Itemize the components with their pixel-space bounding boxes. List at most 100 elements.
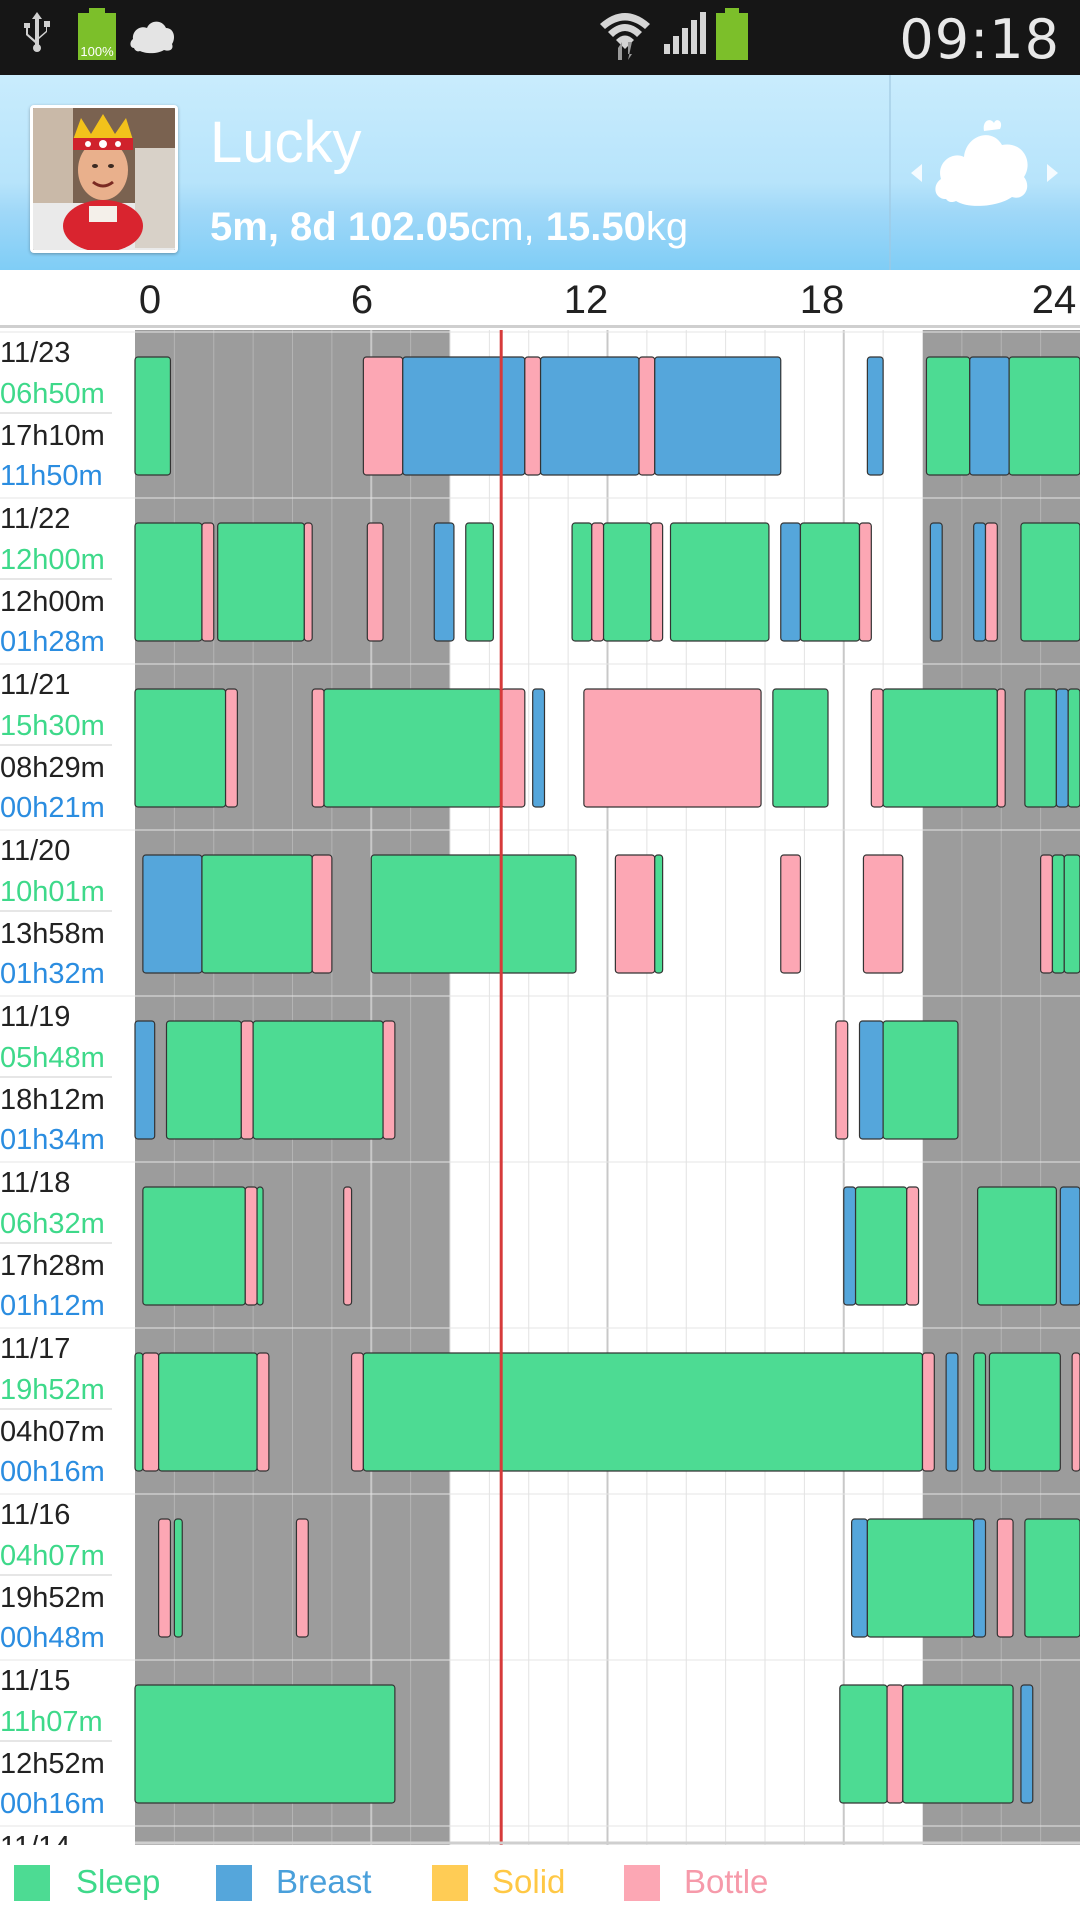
breast-bar-4-6 bbox=[858, 1020, 884, 1140]
bottle-bar-0-1 bbox=[362, 356, 404, 476]
sleep-bar-7-7 bbox=[1024, 1518, 1080, 1638]
sleep-bar-1-7 bbox=[571, 522, 593, 642]
usb-icon bbox=[24, 12, 50, 52]
cloud-mascot-icon[interactable] bbox=[932, 115, 1034, 215]
bottle-bar-2-4 bbox=[500, 688, 526, 808]
sleep-bar-6-8 bbox=[973, 1352, 987, 1472]
label-separator bbox=[0, 1242, 112, 1244]
breast-bar-2-5 bbox=[532, 688, 546, 808]
app-notification-icon bbox=[130, 21, 174, 54]
battery-icon bbox=[716, 8, 748, 60]
label-separator bbox=[0, 1740, 112, 1742]
label-separator bbox=[0, 1408, 112, 1410]
chevron-right-icon[interactable] bbox=[1045, 162, 1061, 184]
bottle-bar-1-4 bbox=[366, 522, 384, 642]
signal-icon bbox=[664, 12, 706, 54]
day-date: 11/23 bbox=[0, 337, 71, 369]
bottle-bar-0-5 bbox=[638, 356, 656, 476]
day-sleep-total: 11h07m bbox=[0, 1706, 103, 1738]
bottle-bar-7-6 bbox=[996, 1518, 1014, 1638]
breast-bar-0-9 bbox=[969, 356, 1010, 476]
breast-bar-1-5 bbox=[433, 522, 455, 642]
label-separator bbox=[0, 910, 112, 912]
sleep-bar-4-3 bbox=[252, 1020, 384, 1140]
sleep-bar-7-1 bbox=[173, 1518, 183, 1638]
bottle-bar-3-2 bbox=[311, 854, 333, 974]
baby-header[interactable]: Lucky 5m, 8d 102.05cm, 15.50kg bbox=[0, 75, 1080, 270]
sleep-bar-6-9 bbox=[988, 1352, 1061, 1472]
breast-bar-2-12 bbox=[1055, 688, 1069, 808]
day-awake-total: 19h52m bbox=[0, 1582, 105, 1614]
time-axis: 0 6 12 18 24 bbox=[0, 270, 1080, 328]
timeline-chart[interactable] bbox=[0, 330, 1080, 1845]
bottle-bar-3-4 bbox=[614, 854, 656, 974]
day-date: 11/18 bbox=[0, 1167, 71, 1199]
day-feed-total: 01h32m bbox=[0, 958, 105, 990]
axis-label-6: 6 bbox=[350, 278, 374, 322]
axis-label-12: 12 bbox=[563, 278, 609, 322]
sleep-bar-1-11 bbox=[669, 522, 770, 642]
bottle-bar-2-6 bbox=[583, 688, 762, 808]
day-sleep-total: 19h52m bbox=[0, 1374, 105, 1406]
legend-breast-swatch bbox=[216, 1865, 252, 1901]
day-date: 11/17 bbox=[0, 1333, 71, 1365]
axis-label-24: 24 bbox=[1031, 278, 1077, 322]
day-awake-total: 18h12m bbox=[0, 1084, 105, 1116]
battery-full-icon: 100% bbox=[78, 8, 116, 60]
baby-age: 5m, 8d bbox=[210, 205, 337, 249]
status-bar: 100% 09:18 bbox=[0, 0, 1080, 75]
bottle-bar-0-3 bbox=[524, 356, 542, 476]
day-date: 11/20 bbox=[0, 835, 71, 867]
avatar[interactable] bbox=[30, 105, 178, 253]
breast-bar-8-4 bbox=[1020, 1684, 1034, 1804]
baby-photo bbox=[33, 108, 175, 250]
header-divider bbox=[889, 75, 891, 270]
label-separator bbox=[0, 1574, 112, 1576]
legend-breast[interactable]: Breast bbox=[216, 1863, 386, 1903]
sleep-bar-2-11 bbox=[1024, 688, 1057, 808]
breast-bar-5-4 bbox=[843, 1186, 857, 1306]
sleep-bar-3-3 bbox=[370, 854, 577, 974]
day-awake-total: 12h00m bbox=[0, 586, 105, 618]
sleep-bar-8-0 bbox=[134, 1684, 396, 1804]
day-date: 11/16 bbox=[0, 1499, 71, 1531]
legend-sleep-swatch bbox=[14, 1865, 50, 1901]
sleep-bar-5-0 bbox=[142, 1186, 246, 1306]
breast-bar-4-0 bbox=[134, 1020, 156, 1140]
sleep-bar-3-9 bbox=[1051, 854, 1065, 974]
mascot-switcher[interactable] bbox=[895, 115, 1080, 245]
sleep-bar-1-6 bbox=[465, 522, 494, 642]
axis-label-0: 0 bbox=[138, 278, 162, 322]
sleep-bar-1-18 bbox=[1020, 522, 1080, 642]
legend-bottle[interactable]: Bottle bbox=[624, 1863, 794, 1903]
sleep-bar-1-13 bbox=[799, 522, 861, 642]
sleep-bar-1-2 bbox=[217, 522, 305, 642]
day-sleep-total: 10h01m bbox=[0, 876, 105, 908]
sleep-bar-3-10 bbox=[1063, 854, 1080, 974]
chevron-left-icon[interactable] bbox=[908, 162, 924, 184]
legend-solid[interactable]: Solid bbox=[432, 1863, 602, 1903]
legend-bottle-label: Bottle bbox=[684, 1863, 769, 1900]
bottle-bar-3-7 bbox=[862, 854, 904, 974]
bottle-bar-3-8 bbox=[1040, 854, 1054, 974]
bottle-bar-7-2 bbox=[295, 1518, 309, 1638]
sleep-bar-2-9 bbox=[882, 688, 998, 808]
breast-bar-3-0 bbox=[142, 854, 203, 974]
breast-bar-1-16 bbox=[973, 522, 987, 642]
bottle-bar-1-14 bbox=[858, 522, 872, 642]
day-date: 11/19 bbox=[0, 1001, 71, 1033]
sleep-bar-0-0 bbox=[134, 356, 172, 476]
day-date: 11/15 bbox=[0, 1665, 71, 1697]
sleep-bar-5-5 bbox=[854, 1186, 908, 1306]
legend-sleep[interactable]: Sleep bbox=[14, 1863, 184, 1903]
bottle-bar-5-1 bbox=[244, 1186, 258, 1306]
sleep-bar-4-7 bbox=[882, 1020, 959, 1140]
sleep-bar-5-2 bbox=[256, 1186, 264, 1306]
bottle-bar-1-1 bbox=[201, 522, 215, 642]
bottle-bar-4-2 bbox=[240, 1020, 254, 1140]
bottle-bar-2-10 bbox=[996, 688, 1006, 808]
day-awake-total: 17h10m bbox=[0, 420, 105, 452]
bottle-bar-1-17 bbox=[984, 522, 998, 642]
legend-solid-label: Solid bbox=[492, 1863, 566, 1900]
sleep-bar-8-3 bbox=[902, 1684, 1014, 1804]
